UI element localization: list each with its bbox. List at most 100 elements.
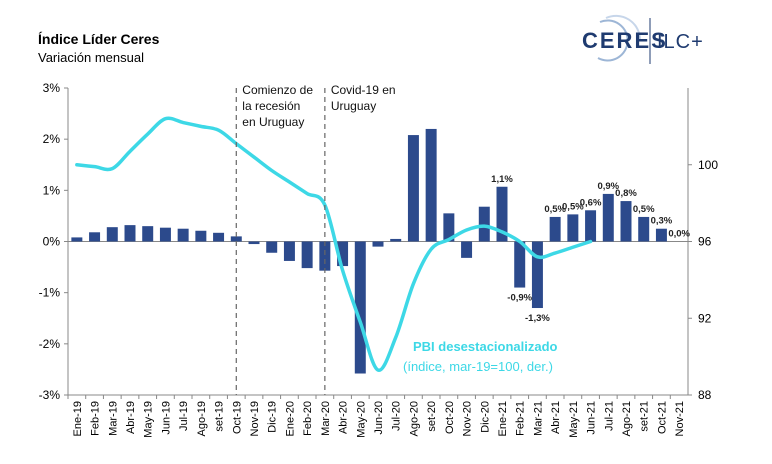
bar xyxy=(390,238,402,242)
x-tick-label: Oct-21 xyxy=(656,401,668,434)
bar xyxy=(655,228,667,242)
x-tick-label: set-21 xyxy=(639,401,651,432)
bar xyxy=(248,241,260,245)
x-tick-label: Abr-21 xyxy=(550,401,562,434)
event-annotation: Covid-19 en xyxy=(331,83,396,97)
logo-ilc-text: ILC+ xyxy=(657,31,704,53)
x-tick-label: Jul-20 xyxy=(391,401,403,431)
bar xyxy=(638,216,650,242)
bar xyxy=(266,241,278,253)
y-left-tick-label: -1% xyxy=(39,286,61,300)
x-tick-label: Ene-21 xyxy=(497,401,509,436)
x-tick-label: Feb-20 xyxy=(302,401,314,436)
data-label: -1,3% xyxy=(525,313,550,324)
bar xyxy=(124,225,136,242)
data-label: 0,5% xyxy=(544,204,566,215)
bar xyxy=(142,226,154,242)
x-tick-labels: Ene-19 Feb-19 Mar-19 Abr-19 May-19 Jun-19 Jul-… xyxy=(67,395,686,438)
bar xyxy=(177,228,189,242)
data-label: 0,5% xyxy=(633,204,655,215)
bar xyxy=(443,213,455,242)
bar xyxy=(549,216,561,242)
bars xyxy=(71,128,667,374)
bar xyxy=(354,241,366,374)
x-tick-label: Feb-19 xyxy=(90,401,102,436)
bar xyxy=(514,241,526,288)
x-tick-label: Ene-19 xyxy=(72,401,84,436)
x-tick-label: set-20 xyxy=(426,401,438,432)
x-tick-label: Ago-21 xyxy=(621,401,633,436)
y-right-tick-label: 100 xyxy=(698,158,718,172)
x-tick-label: Abr-20 xyxy=(338,401,350,434)
bar xyxy=(230,236,242,242)
bar xyxy=(71,237,83,242)
x-tick-label: May-21 xyxy=(568,401,580,438)
y-left-tick-label: 0% xyxy=(43,235,61,249)
event-annotation: la recesión xyxy=(242,99,300,113)
chart-title: Índice Líder Ceres xyxy=(38,31,160,47)
data-label: 0,5% xyxy=(562,201,584,212)
data-label: 0,6% xyxy=(580,197,602,208)
bar xyxy=(620,201,632,242)
y-right-tick-label: 96 xyxy=(698,235,712,249)
bar xyxy=(496,186,508,242)
x-tick-label: Feb-21 xyxy=(515,401,527,436)
pbi-series-line xyxy=(75,116,593,372)
data-label: 0,3% xyxy=(651,216,673,227)
x-tick-label: Mar-21 xyxy=(532,401,544,436)
x-tick-label: Nov-20 xyxy=(462,401,474,436)
logo: CERES ILC+ xyxy=(582,14,704,64)
data-label: 1,1% xyxy=(491,174,513,185)
x-tick-label: Mar-19 xyxy=(107,401,119,436)
x-tick-label: set-19 xyxy=(214,401,226,432)
data-labels: 1,1%-0,9%-1,3%0,5%0,5%0,6%0,9%0,8%0,5%0,… xyxy=(491,174,690,324)
x-tick-label: Jun-21 xyxy=(586,401,598,435)
y-left-tick-label: -2% xyxy=(39,337,61,351)
x-tick-label: Jun-20 xyxy=(373,401,385,435)
data-label: 0,0% xyxy=(668,229,690,240)
bar xyxy=(407,135,419,242)
x-tick-label: Nov-21 xyxy=(674,401,686,436)
chart-subtitle: Variación mensual xyxy=(38,50,144,65)
annotations: Comienzo de la recesión en Uruguay Covid-19… xyxy=(235,83,396,395)
data-label: -0,9% xyxy=(507,293,532,304)
y-right-tick-label: 92 xyxy=(698,311,712,325)
x-tick-label: Ago-20 xyxy=(408,401,420,436)
x-tick-label: Jul-21 xyxy=(603,401,615,431)
y-left-tick-label: 2% xyxy=(43,132,61,146)
x-tick-label: Jun-19 xyxy=(160,401,172,435)
event-annotation: en Uruguay xyxy=(242,115,304,129)
x-tick-label: May-19 xyxy=(143,401,155,438)
x-tick-label: Ago-19 xyxy=(196,401,208,436)
y-left-tick-label: 1% xyxy=(43,183,61,197)
pbi-label-line2: (índice, mar-19=100, der.) xyxy=(403,359,553,374)
bar xyxy=(567,214,579,242)
bar xyxy=(89,232,101,242)
bar xyxy=(585,210,597,242)
x-tick-label: Dic-19 xyxy=(267,401,279,433)
x-tick-label: May-20 xyxy=(355,401,367,438)
bar xyxy=(301,241,313,269)
bar xyxy=(195,230,207,242)
event-annotation: Uruguay xyxy=(331,99,376,113)
bar xyxy=(319,241,331,271)
bar xyxy=(372,241,384,247)
x-tick-label: Oct-20 xyxy=(444,401,456,434)
bar xyxy=(425,128,437,242)
x-tick-label: Ene-20 xyxy=(284,401,296,436)
y-left-tick-label: -3% xyxy=(39,388,61,402)
x-tick-label: Nov-19 xyxy=(249,401,261,436)
bar xyxy=(337,241,349,267)
x-tick-label: Abr-19 xyxy=(125,401,137,434)
y-left-tick-label: 3% xyxy=(43,81,61,95)
bar xyxy=(283,241,295,261)
event-annotation: Comienzo de xyxy=(242,83,313,97)
x-tick-label: Dic-20 xyxy=(479,401,491,433)
bar xyxy=(159,227,171,242)
y-right-tick-label: 88 xyxy=(698,388,712,402)
ceres-swirl-icon xyxy=(597,14,642,62)
data-label: 0,9% xyxy=(597,181,619,192)
bar xyxy=(531,241,543,309)
bar xyxy=(213,232,225,242)
